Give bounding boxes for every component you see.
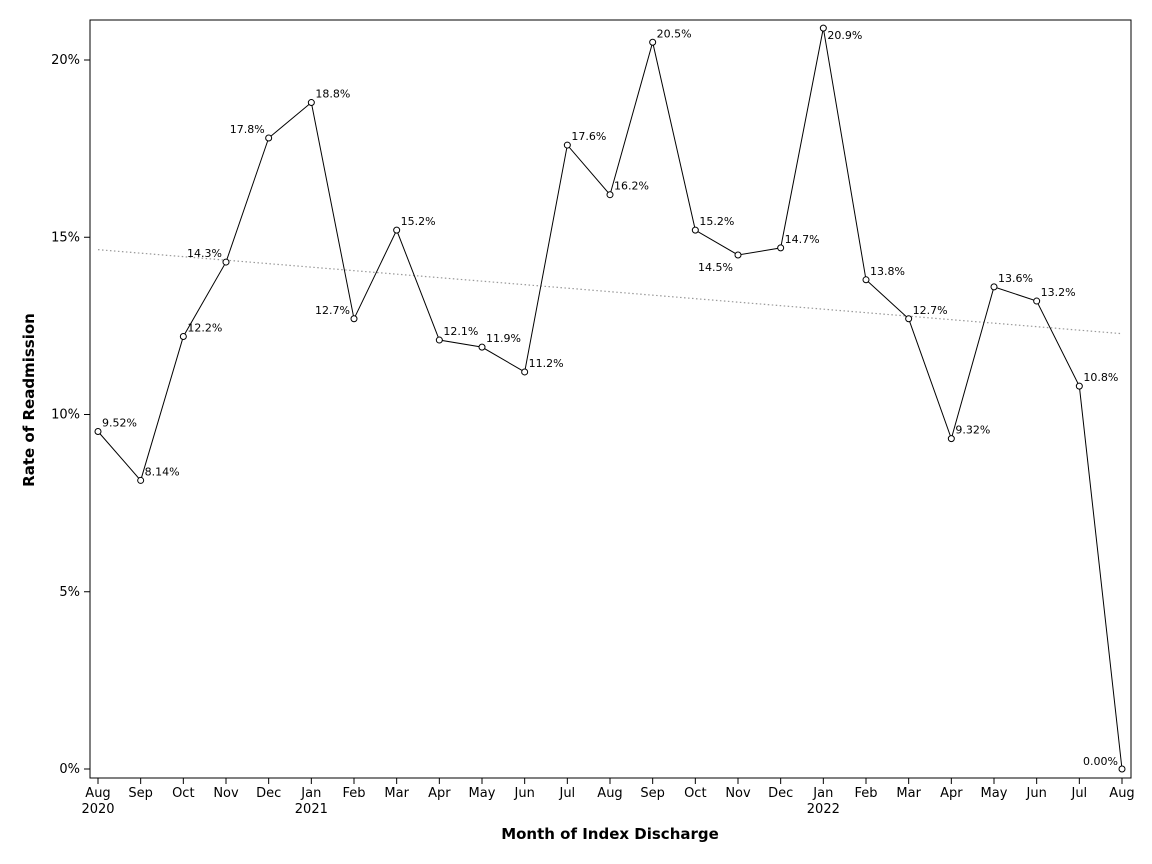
trend-line-group (97, 249, 1123, 335)
y-axis-title: Rate of Readmission (20, 313, 38, 487)
data-label: 9.32% (955, 424, 990, 437)
y-tick-label: 10% (51, 408, 80, 423)
x-year-label: 2021 (295, 802, 328, 817)
x-tick-label: Aug (1109, 786, 1134, 801)
data-label: 12.1% (443, 325, 478, 338)
data-label: 15.2% (401, 215, 436, 228)
data-label: 13.8% (870, 265, 905, 278)
data-label: 14.3% (187, 247, 222, 260)
x-tick-label: May (469, 786, 496, 801)
data-point (435, 336, 443, 344)
data-point (265, 134, 273, 142)
x-axis: Aug Sep Oct Nov Dec Jan Feb Mar Apr May Jun Jul Aug S… (81, 778, 1135, 817)
data-point (521, 368, 529, 376)
x-tick-label: Jun (1026, 786, 1047, 801)
y-tick-label: 0% (59, 762, 80, 777)
data-label: 11.9% (486, 332, 521, 345)
x-tick-label: Dec (256, 786, 281, 801)
data-label: 13.2% (1041, 286, 1076, 299)
data-point (947, 435, 955, 443)
x-tick-label: Aug (85, 786, 110, 801)
data-point (393, 226, 401, 234)
x-year-label: 2020 (81, 802, 114, 817)
data-point (179, 333, 187, 341)
data-label: 13.6% (998, 272, 1033, 285)
data-label: 15.2% (699, 215, 734, 228)
x-tick-label: Jul (558, 786, 575, 801)
data-point (990, 283, 998, 291)
data-label: 20.9% (827, 29, 862, 42)
y-tick-label: 5% (59, 585, 80, 600)
x-year-label: 2022 (807, 802, 840, 817)
data-point (307, 99, 315, 107)
data-label: 18.8% (315, 88, 350, 101)
data-label: 11.2% (529, 357, 564, 370)
data-point (137, 476, 145, 484)
data-label: 0.00% (1083, 755, 1118, 768)
data-point (606, 191, 614, 199)
x-tick-label: Nov (725, 786, 751, 801)
data-point (350, 315, 358, 323)
data-label: 17.6% (571, 130, 606, 143)
data-point (94, 428, 102, 436)
data-label-group: 9.52% 8.14% 12.2% 14.3% 17.8% 18.8% 12.7% 15.2%… (102, 27, 1118, 768)
data-label: 14.5% (698, 261, 733, 274)
data-label: 12.7% (913, 304, 948, 317)
data-point (905, 315, 913, 323)
data-point (862, 276, 870, 284)
x-tick-label: Oct (684, 786, 706, 801)
x-axis-title: Month of Index Discharge (501, 825, 719, 843)
data-point (649, 38, 657, 46)
x-tick-label: Sep (128, 786, 153, 801)
y-tick-label: 15% (51, 230, 80, 245)
x-tick-label: Feb (342, 786, 365, 801)
data-point (1033, 297, 1041, 305)
data-label: 14.7% (785, 233, 820, 246)
data-point (563, 141, 571, 149)
x-tick-label: Mar (896, 786, 921, 801)
y-axis: 0% 5% 10% 15% 20% (51, 53, 90, 777)
x-tick-label: Dec (768, 786, 793, 801)
x-tick-label: Apr (940, 786, 963, 801)
series-group (94, 24, 1126, 773)
data-label: 9.52% (102, 417, 137, 430)
data-label: 17.8% (230, 123, 265, 136)
x-tick-label: Jan (812, 786, 833, 801)
series-line (97, 27, 1123, 770)
data-label: 20.5% (657, 27, 692, 40)
data-point (222, 258, 230, 266)
x-tick-label: May (981, 786, 1008, 801)
x-tick-label: Jul (1070, 786, 1087, 801)
data-point (1075, 382, 1083, 390)
x-tick-label: Aug (597, 786, 622, 801)
x-tick-label: Feb (854, 786, 877, 801)
data-label: 10.8% (1083, 371, 1118, 384)
data-point (734, 251, 742, 259)
data-point (691, 226, 699, 234)
data-label: 8.14% (145, 465, 180, 478)
x-tick-label: Sep (640, 786, 665, 801)
data-point (1118, 765, 1126, 773)
data-point (819, 24, 827, 32)
x-tick-label: Jan (300, 786, 321, 801)
x-tick-label: Jun (514, 786, 535, 801)
x-tick-label: Nov (213, 786, 239, 801)
x-tick-label: Mar (384, 786, 409, 801)
trend-line (97, 249, 1123, 335)
x-tick-label: Apr (428, 786, 451, 801)
data-label: 16.2% (614, 180, 649, 193)
data-label: 12.2% (187, 322, 222, 335)
data-label: 12.7% (315, 304, 350, 317)
data-point (478, 343, 486, 351)
y-tick-label: 20% (51, 53, 80, 68)
data-point (777, 244, 785, 252)
x-tick-label: Oct (172, 786, 194, 801)
